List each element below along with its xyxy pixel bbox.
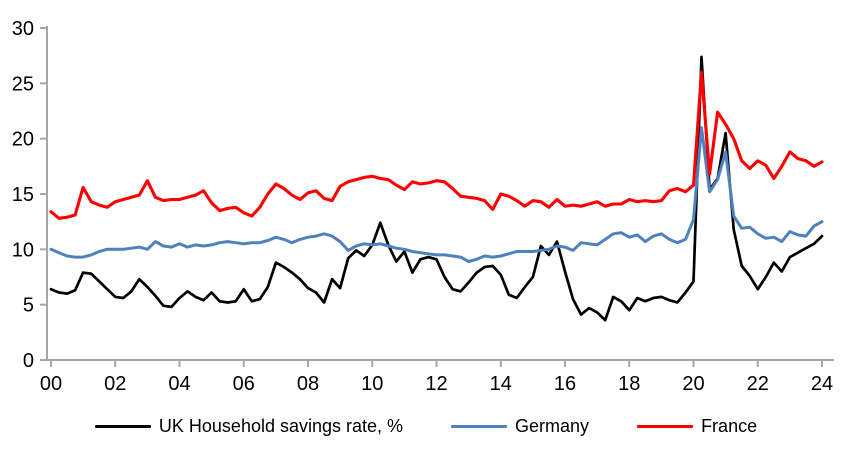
y-tick-label: 25 <box>12 73 34 95</box>
y-tick-label: 0 <box>23 350 34 372</box>
x-tick-label: 04 <box>168 373 190 395</box>
x-tick-label: 24 <box>811 373 833 395</box>
y-tick-label: 20 <box>12 129 34 151</box>
uk-line-sample-icon <box>94 425 151 428</box>
france-line-sample-icon <box>637 425 694 428</box>
x-tick-label: 10 <box>361 373 383 395</box>
x-tick-label: 18 <box>618 373 640 395</box>
y-tick-label: 15 <box>12 184 34 206</box>
x-tick-label: 02 <box>104 373 126 395</box>
legend-label-france: France <box>701 416 758 436</box>
line-chart-plot: 0 5 10 15 20 25 30 00 02 04 06 08 10 12 14 16 18 20 22 24 <box>12 18 834 395</box>
x-tick-label: 20 <box>682 373 704 395</box>
legend-item-uk: UK Household savings rate, % <box>94 416 404 437</box>
legend-label-germany: Germany <box>515 416 590 436</box>
legend-label-uk: UK Household savings rate, % <box>158 416 404 436</box>
y-tick-label: 30 <box>12 18 34 40</box>
x-tick-label: 00 <box>40 373 62 395</box>
y-tick-label: 10 <box>12 239 34 261</box>
x-tick-label: 14 <box>490 373 512 395</box>
x-tick-label: 22 <box>747 373 769 395</box>
y-tick-label: 5 <box>23 295 34 317</box>
series-line-uk-household-savings-rate <box>49 55 824 322</box>
legend-item-france: France <box>637 416 757 437</box>
x-tick-label: 08 <box>297 373 319 395</box>
x-tick-label: 16 <box>554 373 576 395</box>
series-line-germany <box>49 126 824 263</box>
chart-legend: UK Household savings rate, % Germany Fra… <box>0 416 852 437</box>
x-tick-label: 12 <box>425 373 447 395</box>
series-line-france <box>49 70 824 220</box>
legend-item-germany: Germany <box>451 416 589 437</box>
x-tick-label: 06 <box>233 373 255 395</box>
germany-line-sample-icon <box>451 425 508 428</box>
